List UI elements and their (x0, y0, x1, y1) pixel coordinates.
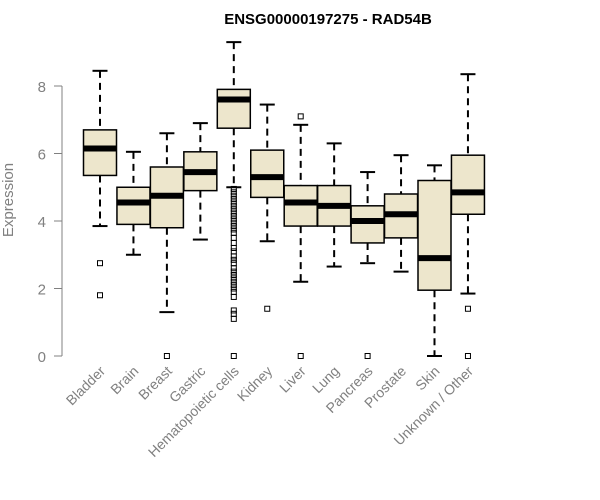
outlier-point (230, 285, 237, 292)
box-body (116, 186, 151, 226)
outlier-point (230, 315, 237, 322)
outlier-point (230, 278, 237, 285)
box-breast (149, 132, 185, 359)
outlier-point (230, 219, 237, 226)
box-body (82, 129, 118, 177)
box-pancreas (350, 171, 385, 359)
outlier-point (464, 353, 471, 359)
outlier-point (464, 305, 471, 312)
box-body (216, 88, 252, 129)
box-bladder (82, 69, 118, 299)
outlier-point (230, 260, 237, 267)
outlier-point (97, 292, 103, 299)
outlier-point (230, 265, 237, 272)
box-gastric (183, 122, 218, 241)
outlier-point (264, 305, 271, 312)
box-body (283, 184, 318, 227)
outlier-point (230, 216, 237, 223)
outlier-point (230, 202, 237, 209)
outlier-point (230, 253, 237, 260)
box-skin (417, 164, 452, 357)
outlier-point (230, 185, 237, 192)
outlier-point (230, 353, 237, 359)
box-liver (283, 113, 318, 359)
y-tick-label-8: 8 (38, 79, 46, 96)
outlier-point (230, 209, 237, 216)
outlier-point (230, 212, 237, 219)
outlier-point (230, 307, 237, 314)
outlier-point (230, 293, 237, 300)
outlier-point (230, 268, 237, 275)
outlier-point (230, 199, 237, 206)
outlier-point (230, 256, 237, 263)
outlier-point (163, 353, 170, 359)
outlier-point (230, 275, 237, 282)
outlier-point (230, 239, 237, 246)
outlier-point (230, 189, 237, 196)
x-tick-label-liver: Liver (276, 363, 309, 396)
outlier-point (230, 196, 237, 203)
outlier-point (230, 206, 237, 213)
box-body (250, 149, 285, 199)
box-series (82, 41, 486, 359)
y-tick-label-4: 4 (38, 214, 46, 231)
box-kidney (250, 103, 285, 312)
outlier-point (230, 288, 237, 295)
outlier-point (230, 192, 237, 199)
outlier-point (230, 223, 237, 230)
box-brain (116, 150, 151, 256)
x-tick-label-kidney: Kidney (234, 363, 276, 405)
box-body (450, 154, 486, 215)
y-tick-label-0: 0 (38, 349, 46, 366)
box-prostate (383, 154, 419, 273)
outlier-point (297, 113, 304, 120)
box-hematopoietic-cells (216, 41, 252, 359)
outlier-point (230, 282, 237, 289)
outlier-point (230, 229, 237, 236)
outlier-point (97, 260, 103, 267)
y-tick-label-6: 6 (38, 147, 46, 164)
outlier-point (230, 226, 237, 233)
chart-title: ENSG00000197275 - RAD54B (224, 11, 432, 28)
x-tick-label-bladder: Bladder (63, 363, 109, 409)
outlier-point (230, 310, 237, 317)
box-body (417, 179, 452, 291)
outlier-point (230, 248, 237, 255)
outlier-point (297, 353, 304, 359)
y-axis-ticks: 0 2 4 6 8 (38, 79, 62, 366)
outlier-point (230, 245, 237, 251)
box-lung (316, 142, 352, 268)
outlier-point (230, 272, 237, 278)
outlier-point (230, 234, 237, 241)
box-unknown-other (450, 73, 486, 359)
y-axis-label: Expression (0, 163, 17, 237)
box-body (350, 205, 385, 244)
y-tick-label-2: 2 (38, 282, 46, 299)
outlier-point (364, 353, 371, 359)
